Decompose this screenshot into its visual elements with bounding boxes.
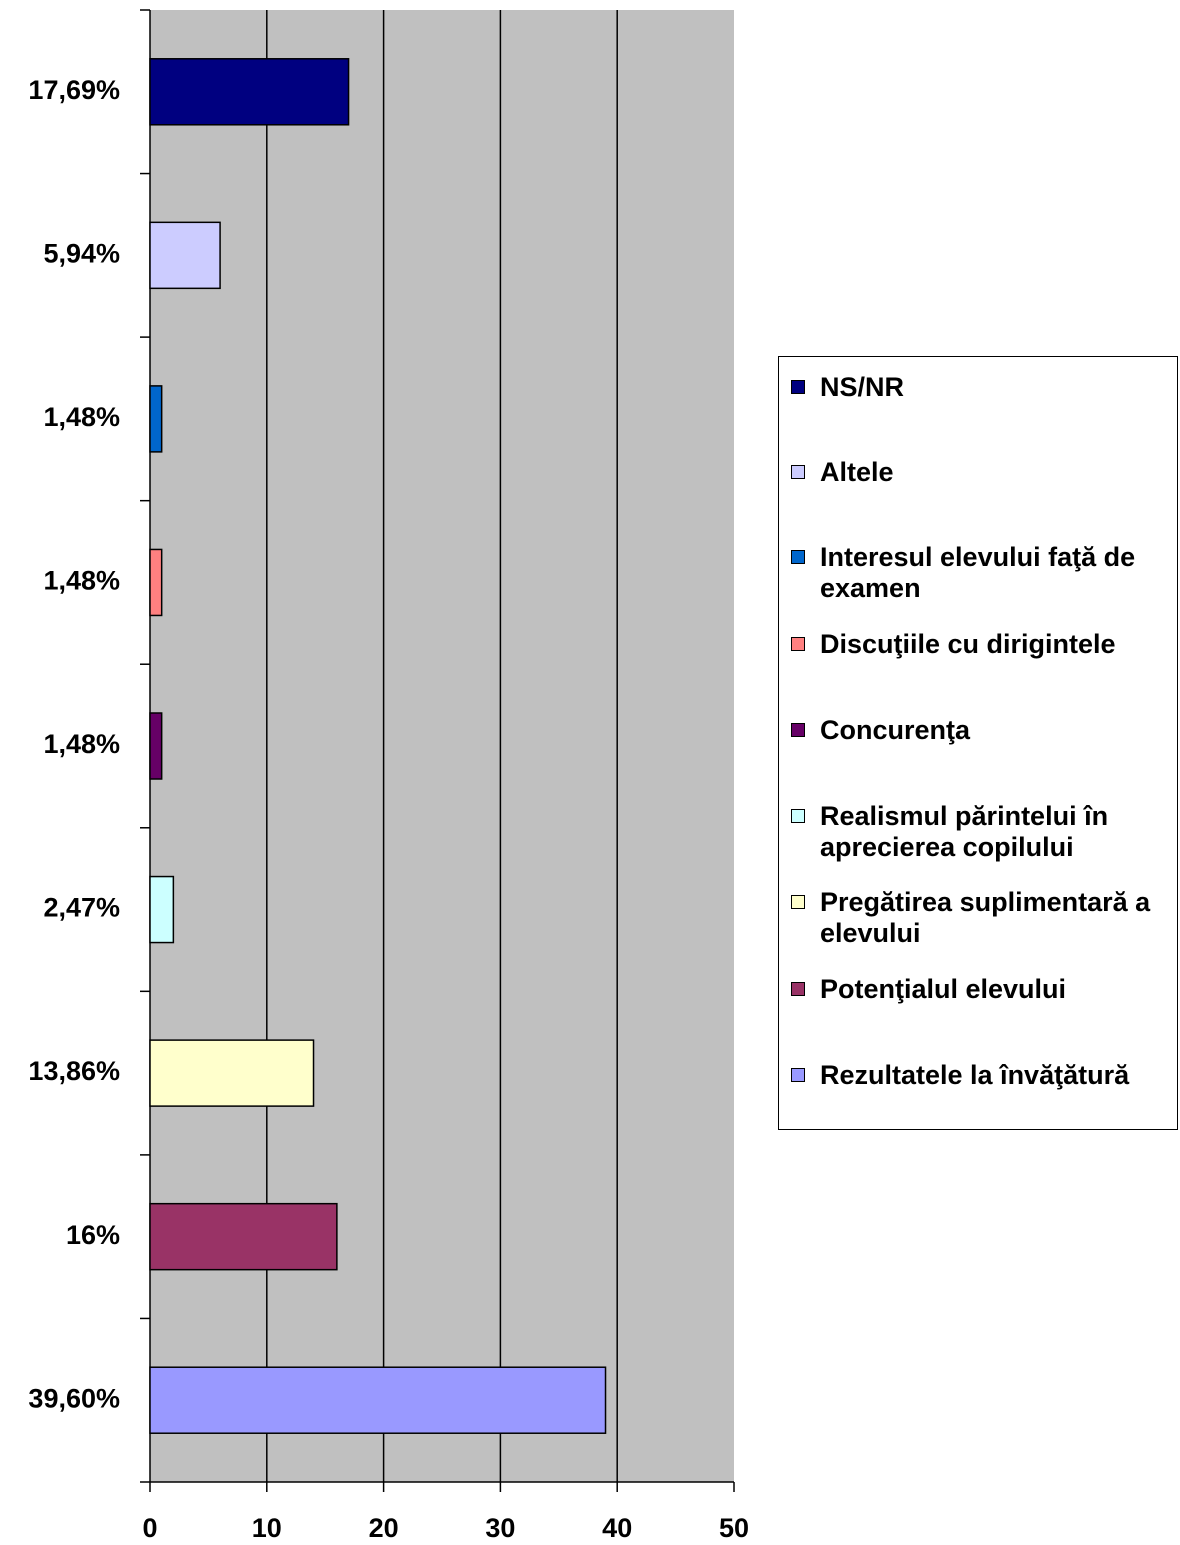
legend-label: Pregătirea suplimentară a elevului: [820, 887, 1151, 948]
bar: [149, 1202, 338, 1271]
legend-swatch: [791, 1068, 805, 1082]
legend-label: Realismul părintelui în aprecierea copil…: [820, 801, 1109, 862]
legend-swatch: [791, 550, 805, 564]
bar: [149, 221, 221, 290]
x-tick-label: 50: [719, 1513, 749, 1543]
x-tick-label: 40: [602, 1513, 632, 1543]
bar: [149, 1039, 315, 1107]
y-tick-label: 17,69%: [28, 75, 120, 105]
bar: [149, 1366, 607, 1434]
legend-swatch: [791, 982, 805, 996]
legend-label: Altele: [820, 457, 894, 487]
y-tick-label: 2,47%: [43, 893, 120, 923]
legend-swatch: [791, 637, 805, 651]
legend-label: Discuţiile cu dirigintele: [820, 629, 1116, 659]
x-tick-label: 10: [252, 1513, 282, 1543]
legend-swatch: [791, 465, 805, 479]
x-tick-label: 0: [142, 1513, 157, 1543]
y-tick-label: 1,48%: [43, 566, 120, 596]
legend-swatch: [791, 809, 805, 823]
legend-label: Rezultatele la învăţătură: [820, 1060, 1130, 1090]
legend-label: NS/NR: [820, 372, 905, 402]
legend-swatch: [791, 723, 805, 737]
y-tick-label: 5,94%: [43, 238, 120, 268]
legend-label: Interesul elevului faţă de examen: [820, 542, 1136, 603]
y-tick-label: 1,48%: [43, 402, 120, 432]
y-tick-label: 39,60%: [28, 1383, 120, 1413]
bar: [149, 712, 163, 780]
bar: [149, 875, 175, 944]
legend: NS/NR Altele Interesul elevului faţă de ex…: [778, 356, 1178, 1130]
y-tick-label: 1,48%: [43, 729, 120, 759]
bar: [149, 548, 163, 617]
bar: [149, 385, 163, 453]
x-tick-label: 30: [485, 1513, 515, 1543]
x-tick-label: 20: [369, 1513, 399, 1543]
legend-swatch: [791, 895, 805, 909]
legend-label: Concurenţa: [820, 715, 971, 745]
legend-label: Potenţialul elevului: [820, 974, 1067, 1004]
bar: [149, 58, 350, 126]
y-tick-label: 13,86%: [28, 1056, 120, 1086]
y-tick-label: 16%: [66, 1220, 120, 1250]
legend-swatch: [791, 380, 805, 394]
